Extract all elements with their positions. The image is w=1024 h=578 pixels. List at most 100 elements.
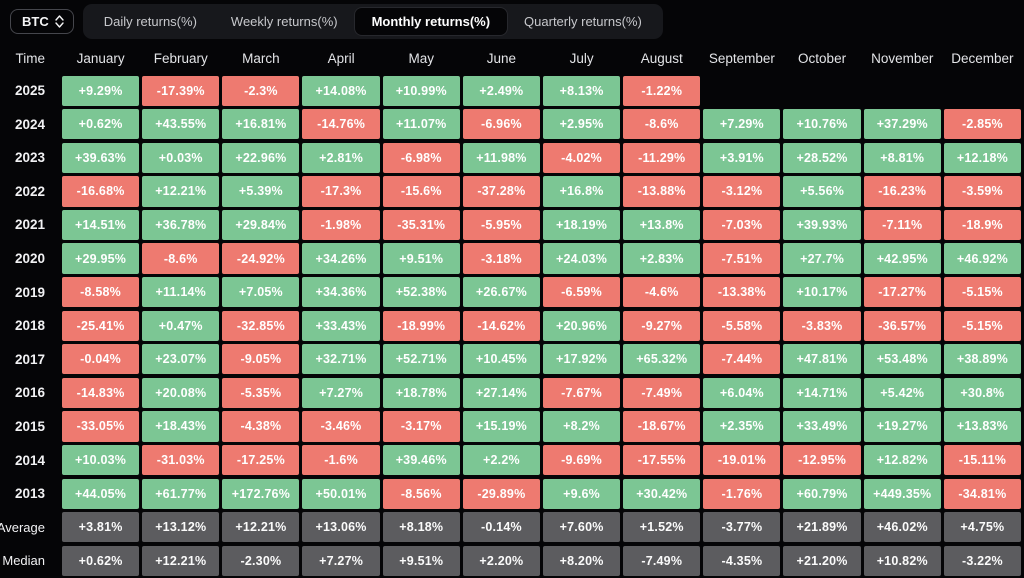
return-cell-2017-february: +23.07%: [142, 344, 220, 375]
tab-daily[interactable]: Daily returns(%): [87, 8, 214, 35]
return-cell-2014-september: -19.01%: [703, 444, 781, 476]
column-header-march: March: [242, 50, 280, 66]
return-cell-2018-july: +20.96%: [542, 310, 621, 341]
return-cell-median-december: -3.22%: [943, 545, 1021, 576]
return-cell-2013-december: -34.81%: [943, 478, 1021, 509]
return-cell-2015-july: +8.2%: [542, 411, 621, 442]
return-cell-2016-october: +14.71%: [783, 377, 861, 408]
return-cell-2016-june: +27.14%: [462, 377, 540, 408]
return-cell-2014-december: -15.11%: [943, 444, 1021, 476]
return-cell-2013-january: +44.05%: [62, 478, 140, 509]
return-cell-2016-april: +7.27%: [302, 377, 380, 408]
return-cell-2022-april: -17.3%: [302, 176, 380, 207]
return-cell-2020-august: +2.83%: [623, 243, 701, 274]
return-cell-2022-july: +16.8%: [542, 176, 621, 207]
return-cell-2014-october: -12.95%: [783, 444, 861, 476]
return-cell-average-april: +13.06%: [302, 512, 380, 543]
row-label-2019: 2019: [14, 284, 45, 300]
return-cell-2025-august: -1.22%: [623, 75, 701, 106]
return-cell-2019-july: -6.59%: [542, 277, 621, 308]
return-cell-2020-november: +42.95%: [863, 243, 941, 274]
return-cell-2019-october: +10.17%: [783, 277, 861, 308]
return-cell-average-july: +7.60%: [542, 512, 621, 543]
return-cell-2016-september: +6.04%: [703, 377, 781, 408]
return-cell-2019-february: +11.14%: [142, 277, 220, 308]
return-cell-median-july: +8.20%: [542, 545, 621, 576]
return-cell-2023-february: +0.03%: [142, 142, 220, 173]
return-cell-2015-march: -4.38%: [222, 411, 300, 442]
return-cell-median-june: +2.20%: [462, 545, 540, 576]
return-cell-2022-march: +5.39%: [222, 176, 300, 207]
return-cell-2018-november: -36.57%: [863, 310, 941, 341]
return-cell-2024-january: +0.62%: [62, 109, 140, 140]
column-header-november: November: [871, 50, 934, 66]
symbol-select[interactable]: BTC: [10, 8, 74, 34]
return-cell-median-may: +9.51%: [382, 545, 460, 576]
column-header-october: October: [798, 50, 847, 66]
return-cell-2013-october: +60.79%: [783, 478, 861, 509]
return-cell-2018-april: +33.43%: [302, 310, 380, 341]
return-cell-2024-october: +10.76%: [783, 109, 861, 140]
return-cell-2013-february: +61.77%: [142, 478, 220, 509]
return-cell-2021-november: -7.11%: [863, 209, 941, 241]
column-header-april: April: [327, 50, 355, 66]
tab-weekly[interactable]: Weekly returns(%): [214, 8, 355, 35]
tab-monthly[interactable]: Monthly returns(%): [354, 7, 508, 35]
return-cell-2020-december: +46.92%: [943, 243, 1021, 274]
return-cell-2024-july: +2.95%: [542, 109, 621, 140]
return-cell-2017-october: +47.81%: [783, 344, 861, 375]
return-cell-2016-december: +30.8%: [943, 377, 1021, 408]
return-cell-2013-september: -1.76%: [703, 478, 781, 509]
return-cell-2023-november: +8.81%: [863, 142, 941, 173]
return-cell-2013-july: +9.6%: [542, 478, 621, 509]
return-cell-2024-june: -6.96%: [462, 109, 540, 140]
row-label-median: Median: [2, 553, 45, 569]
return-cell-median-august: -7.49%: [623, 545, 701, 576]
return-cell-2024-march: +16.81%: [222, 109, 300, 140]
return-cell-2013-june: -29.89%: [462, 478, 540, 509]
return-cell-2017-may: +52.71%: [382, 344, 460, 375]
return-cell-2023-april: +2.81%: [302, 142, 380, 173]
row-label-2023: 2023: [14, 150, 45, 166]
return-cell-2019-june: +26.67%: [462, 277, 540, 308]
return-cell-2019-november: -17.27%: [863, 277, 941, 308]
return-cell-2020-january: +29.95%: [62, 243, 140, 274]
return-cell-2025-may: +10.99%: [382, 75, 460, 106]
return-cell-2014-august: -17.55%: [623, 444, 701, 476]
return-cell-median-march: -2.30%: [222, 545, 300, 576]
tab-quarterly[interactable]: Quarterly returns(%): [507, 8, 659, 35]
return-cell-2023-may: -6.98%: [382, 142, 460, 173]
row-label-average: Average: [0, 519, 45, 535]
return-cell-2014-february: -31.03%: [142, 444, 220, 476]
row-label-2022: 2022: [14, 183, 45, 199]
return-cell-2020-october: +27.7%: [783, 243, 861, 274]
return-cell-median-january: +0.62%: [62, 545, 140, 576]
return-cell-2023-september: +3.91%: [703, 142, 781, 173]
symbol-label: BTC: [22, 13, 49, 29]
return-cell-2019-may: +52.38%: [382, 277, 460, 308]
return-cell-2018-may: -18.99%: [382, 310, 460, 341]
return-cell-2016-january: -14.83%: [62, 377, 140, 408]
return-cell-2024-december: -2.85%: [943, 109, 1021, 140]
return-cell-2021-may: -35.31%: [382, 209, 460, 241]
return-cell-2023-december: +12.18%: [943, 142, 1021, 173]
return-cell-2021-march: +29.84%: [222, 209, 300, 241]
column-header-september: September: [708, 50, 775, 66]
return-cell-median-november: +10.82%: [863, 545, 941, 576]
return-cell-average-september: -3.77%: [703, 512, 781, 543]
return-cell-2019-april: +34.36%: [302, 277, 380, 308]
return-cell-2019-january: -8.58%: [62, 277, 140, 308]
return-cell-2025-march: -2.3%: [222, 75, 300, 106]
return-cell-2015-may: -3.17%: [382, 411, 460, 442]
return-cell-2024-may: +11.07%: [382, 109, 460, 140]
return-cell-average-june: -0.14%: [462, 512, 540, 543]
return-cell-2018-december: -5.15%: [943, 310, 1021, 341]
empty-cell: [703, 76, 780, 106]
empty-cell: [864, 76, 941, 106]
return-cell-2015-december: +13.83%: [943, 411, 1021, 442]
return-cell-2020-september: -7.51%: [703, 243, 781, 274]
return-cell-2016-may: +18.78%: [382, 377, 460, 408]
return-cell-average-february: +13.12%: [142, 512, 220, 543]
return-cell-2018-october: -3.83%: [783, 310, 861, 341]
return-cell-2017-august: +65.32%: [623, 344, 701, 375]
